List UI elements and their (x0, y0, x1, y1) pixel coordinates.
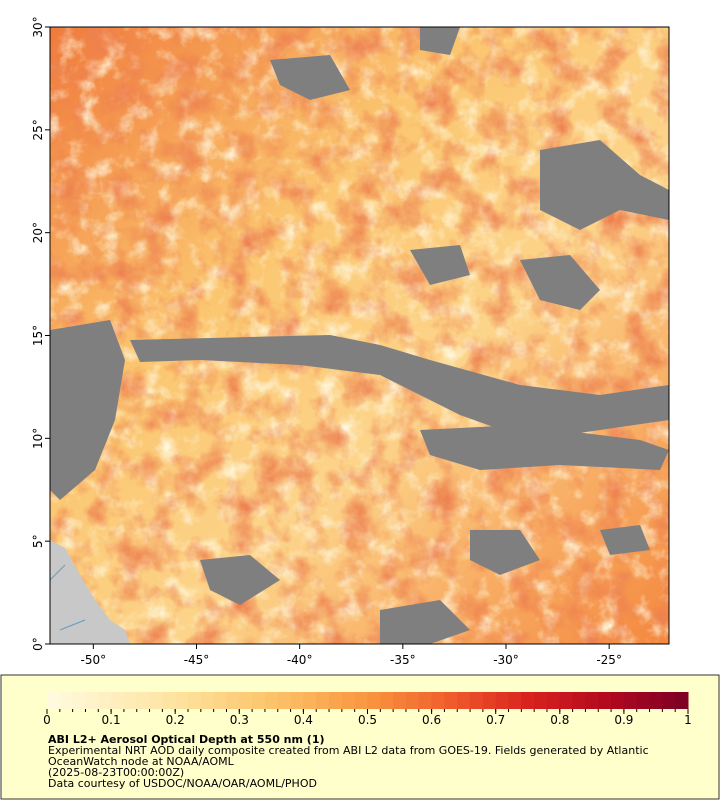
caption-line: OceanWatch node at NOAA/AOML (48, 755, 235, 768)
x-tick-label: -25° (596, 653, 622, 667)
colorbar-tick-label: 0.1 (102, 713, 121, 727)
cloud-mask (50, 27, 669, 644)
colorbar-cell (136, 692, 151, 709)
colorbar-cell (47, 692, 61, 709)
colorbar-cell (431, 692, 445, 709)
colorbar: 0 0.1 0.2 0.3 0.4 0.5 0.6 0.7 0.8 0.9 1 (43, 692, 692, 727)
y-tick-label: 10° (31, 428, 45, 449)
x-tick-label: -45° (184, 653, 210, 667)
colorbar-cell (534, 692, 548, 709)
caption-line: Data courtesy of USDOC/NOAA/OAR/AOML/PHO… (48, 777, 317, 790)
colorbar-cell (213, 692, 227, 709)
colorbar-cell (559, 692, 574, 709)
colorbar-cell (149, 692, 163, 709)
colorbar-cell (444, 692, 458, 709)
caption-title: ABI L2+ Aerosol Optical Depth at 550 nm … (48, 733, 325, 746)
caption-line: (2025-08-23T00:00:00Z) (48, 766, 184, 779)
colorbar-tick-label: 0.6 (422, 713, 441, 727)
colorbar-tick-label: 0.5 (358, 713, 377, 727)
x-tick-label: -30° (493, 653, 519, 667)
colorbar-tick-label: 0.7 (486, 713, 505, 727)
land (50, 540, 130, 644)
colorbar-cell (98, 692, 112, 709)
colorbar-tick-label: 0.9 (614, 713, 633, 727)
colorbar-cell (418, 692, 433, 709)
x-tick-label: -35° (390, 653, 416, 667)
colorbar-cell (572, 692, 586, 709)
y-tick-label: 0° (31, 637, 45, 651)
colorbar-cell (85, 692, 99, 709)
colorbar-tick-label: 0.8 (550, 713, 569, 727)
x-tick-label: -40° (287, 653, 313, 667)
x-tick-label: -50° (81, 653, 107, 667)
aod-field (50, 27, 669, 644)
colorbar-cell (175, 692, 189, 709)
y-tick-label: 25° (31, 119, 45, 140)
colorbar-cell (239, 692, 253, 709)
colorbar-cell (636, 692, 651, 709)
colorbar-cell (111, 692, 125, 709)
colorbar-cell (482, 692, 497, 709)
colorbar-cell (662, 692, 676, 709)
colorbar-cell (380, 692, 394, 709)
colorbar-cell (470, 692, 484, 709)
colorbar-cell (367, 692, 381, 709)
colorbar-cell (495, 692, 510, 709)
colorbar-cell (649, 692, 663, 709)
y-tick-label: 15° (31, 325, 45, 346)
colorbar-cell (200, 692, 215, 709)
colorbar-cell (252, 692, 266, 709)
colorbar-cell (457, 692, 471, 709)
colorbar-cell (623, 692, 638, 709)
colorbar-tick-label: 0.3 (230, 713, 249, 727)
colorbar-cell (341, 692, 356, 709)
colorbar-cell (393, 692, 407, 709)
river (50, 564, 86, 631)
colorbar-tick-label: 0.2 (166, 713, 185, 727)
colorbar-cell (316, 692, 330, 709)
colorbar-cell (508, 692, 522, 709)
colorbar-cell (59, 692, 74, 709)
colorbar-cell (675, 692, 689, 709)
colorbar-cell (354, 692, 368, 709)
colorbar-cell (162, 692, 176, 709)
y-tick-label: 20° (31, 222, 45, 243)
colorbar-cell (72, 692, 86, 709)
colorbar-cell (521, 692, 535, 709)
colorbar-cell (303, 692, 317, 709)
colorbar-cell (611, 692, 625, 709)
colorbar-cell (264, 692, 279, 709)
colorbar-cell (329, 692, 343, 709)
colorbar-cell (290, 692, 304, 709)
colorbar-cell (546, 692, 561, 709)
caption-line: Experimental NRT AOD daily composite cre… (48, 744, 649, 757)
colorbar-cell (188, 692, 202, 709)
colorbar-tick-label: 0.4 (294, 713, 313, 727)
colorbar-cell (405, 692, 420, 709)
y-tick-label: 5° (31, 534, 45, 548)
colorbar-cell (123, 692, 138, 709)
colorbar-tick-label: 1 (684, 713, 692, 727)
colorbar-cell (277, 692, 292, 709)
colorbar-tick-label: 0 (43, 713, 51, 727)
colorbar-cell (585, 692, 599, 709)
colorbar-cell (226, 692, 240, 709)
colorbar-cell (598, 692, 612, 709)
y-tick-label: 30° (31, 16, 45, 37)
